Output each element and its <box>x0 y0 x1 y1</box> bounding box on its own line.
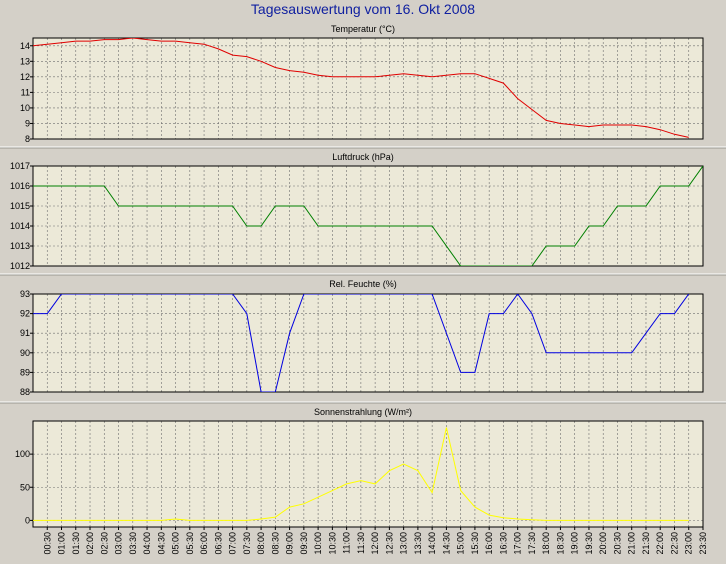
panel-title: Sonnenstrahlung (W/m²) <box>314 407 412 417</box>
x-tick-label: 20:30 <box>612 532 622 555</box>
y-tick-label: 91 <box>20 328 30 338</box>
y-tick-label: 90 <box>20 348 30 358</box>
x-tick-label: 10:30 <box>327 532 337 555</box>
x-tick-label: 13:30 <box>413 532 423 555</box>
x-tick-label: 05:00 <box>171 532 181 555</box>
y-tick-label: 14 <box>20 41 30 51</box>
x-tick-label: 03:30 <box>128 532 138 555</box>
x-tick-label: 21:30 <box>641 532 651 555</box>
x-tick-label: 08:30 <box>270 532 280 555</box>
x-tick-label: 17:30 <box>527 532 537 555</box>
y-tick-label: 93 <box>20 289 30 299</box>
plot-frame <box>32 37 704 140</box>
x-tick-label: 12:30 <box>384 532 394 555</box>
x-tick-label: 23:00 <box>684 532 694 555</box>
y-tick-label: 12 <box>20 72 30 82</box>
y-tick-label: 1012 <box>10 261 30 271</box>
chart-panel-1: Luftdruck (hPa) 1012 1013 1014 1015 1016 1017 <box>10 152 704 271</box>
x-tick-label: 19:30 <box>584 532 594 555</box>
x-tick-label: 14:30 <box>441 532 451 555</box>
y-tick-label: 89 <box>20 367 30 377</box>
x-tick-label: 13:00 <box>399 532 409 555</box>
series-line <box>33 166 703 266</box>
y-tick-label: 92 <box>20 309 30 319</box>
y-tick-label: 1015 <box>10 201 30 211</box>
plot-area <box>33 421 703 527</box>
plot-frame <box>32 420 704 528</box>
x-tick-label: 02:30 <box>99 532 109 555</box>
x-tick-label: 15:30 <box>470 532 480 555</box>
x-tick-label: 07:00 <box>228 532 238 555</box>
chart-panel-0: Temperatur (°C) 8 9 10 11 12 13 14 <box>20 24 704 144</box>
x-tick-label: 16:30 <box>498 532 508 555</box>
y-tick-label: 8 <box>25 134 30 144</box>
series-line <box>33 427 689 521</box>
x-tick-label: 23:30 <box>698 532 708 555</box>
y-tick-label: 1017 <box>10 161 30 171</box>
x-tick-label: 18:30 <box>555 532 565 555</box>
x-tick-label: 02:00 <box>85 532 95 555</box>
y-tick-label: 1016 <box>10 181 30 191</box>
x-tick-label: 15:00 <box>456 532 466 555</box>
x-tick-label: 18:00 <box>541 532 551 555</box>
plot-area <box>33 38 703 139</box>
y-tick-label: 88 <box>20 387 30 397</box>
x-tick-label: 01:30 <box>71 532 81 555</box>
x-tick-label: 09:30 <box>299 532 309 555</box>
chart-panel-2: Rel. Feuchte (%) 88 89 90 91 92 93 <box>20 279 704 397</box>
series-line <box>33 38 689 138</box>
x-tick-label: 14:00 <box>427 532 437 555</box>
y-tick-label: 50 <box>20 482 30 492</box>
panel-title: Temperatur (°C) <box>331 24 395 34</box>
plot-frame <box>32 165 704 267</box>
plot-area <box>33 294 703 392</box>
x-tick-label: 09:00 <box>285 532 295 555</box>
y-tick-label: 0 <box>25 515 30 525</box>
main-title: Tagesauswertung vom 16. Okt 2008 <box>250 1 476 17</box>
x-tick-label: 06:30 <box>213 532 223 555</box>
x-tick-label: 10:00 <box>313 532 323 555</box>
x-tick-label: 07:30 <box>242 532 252 555</box>
y-tick-label: 1014 <box>10 221 30 231</box>
y-tick-label: 11 <box>21 87 30 97</box>
chart-panel-3: Sonnenstrahlung (W/m²) 0 50 100 <box>15 407 704 528</box>
x-tick-label: 06:00 <box>199 532 209 555</box>
series-line <box>33 294 690 392</box>
x-tick-label: 12:00 <box>370 532 380 555</box>
x-tick-label: 04:00 <box>142 532 152 555</box>
x-tick-label: 01:00 <box>57 532 67 555</box>
x-tick-label: 05:30 <box>185 532 195 555</box>
x-tick-label: 22:30 <box>669 532 679 555</box>
y-tick-label: 13 <box>20 56 30 66</box>
x-tick-label: 11:30 <box>356 532 366 554</box>
panel-title: Luftdruck (hPa) <box>332 152 394 162</box>
x-tick-label: 20:00 <box>598 532 608 555</box>
x-tick-label: 17:00 <box>513 532 523 555</box>
x-tick-label: 03:00 <box>114 532 124 555</box>
x-tick-label: 19:00 <box>570 532 580 555</box>
x-tick-label: 00:30 <box>42 532 52 555</box>
y-tick-label: 100 <box>15 449 30 459</box>
y-tick-label: 9 <box>25 118 30 128</box>
x-tick-label: 16:00 <box>484 532 494 555</box>
x-tick-label: 22:00 <box>655 532 665 555</box>
y-tick-label: 10 <box>20 103 30 113</box>
x-tick-label: 11:00 <box>342 532 352 554</box>
panel-title: Rel. Feuchte (%) <box>329 279 397 289</box>
x-tick-label: 21:00 <box>627 532 637 555</box>
y-tick-label: 1013 <box>10 241 30 251</box>
x-tick-label: 04:30 <box>156 532 166 555</box>
plot-area <box>33 166 703 266</box>
x-tick-label: 08:00 <box>256 532 266 555</box>
